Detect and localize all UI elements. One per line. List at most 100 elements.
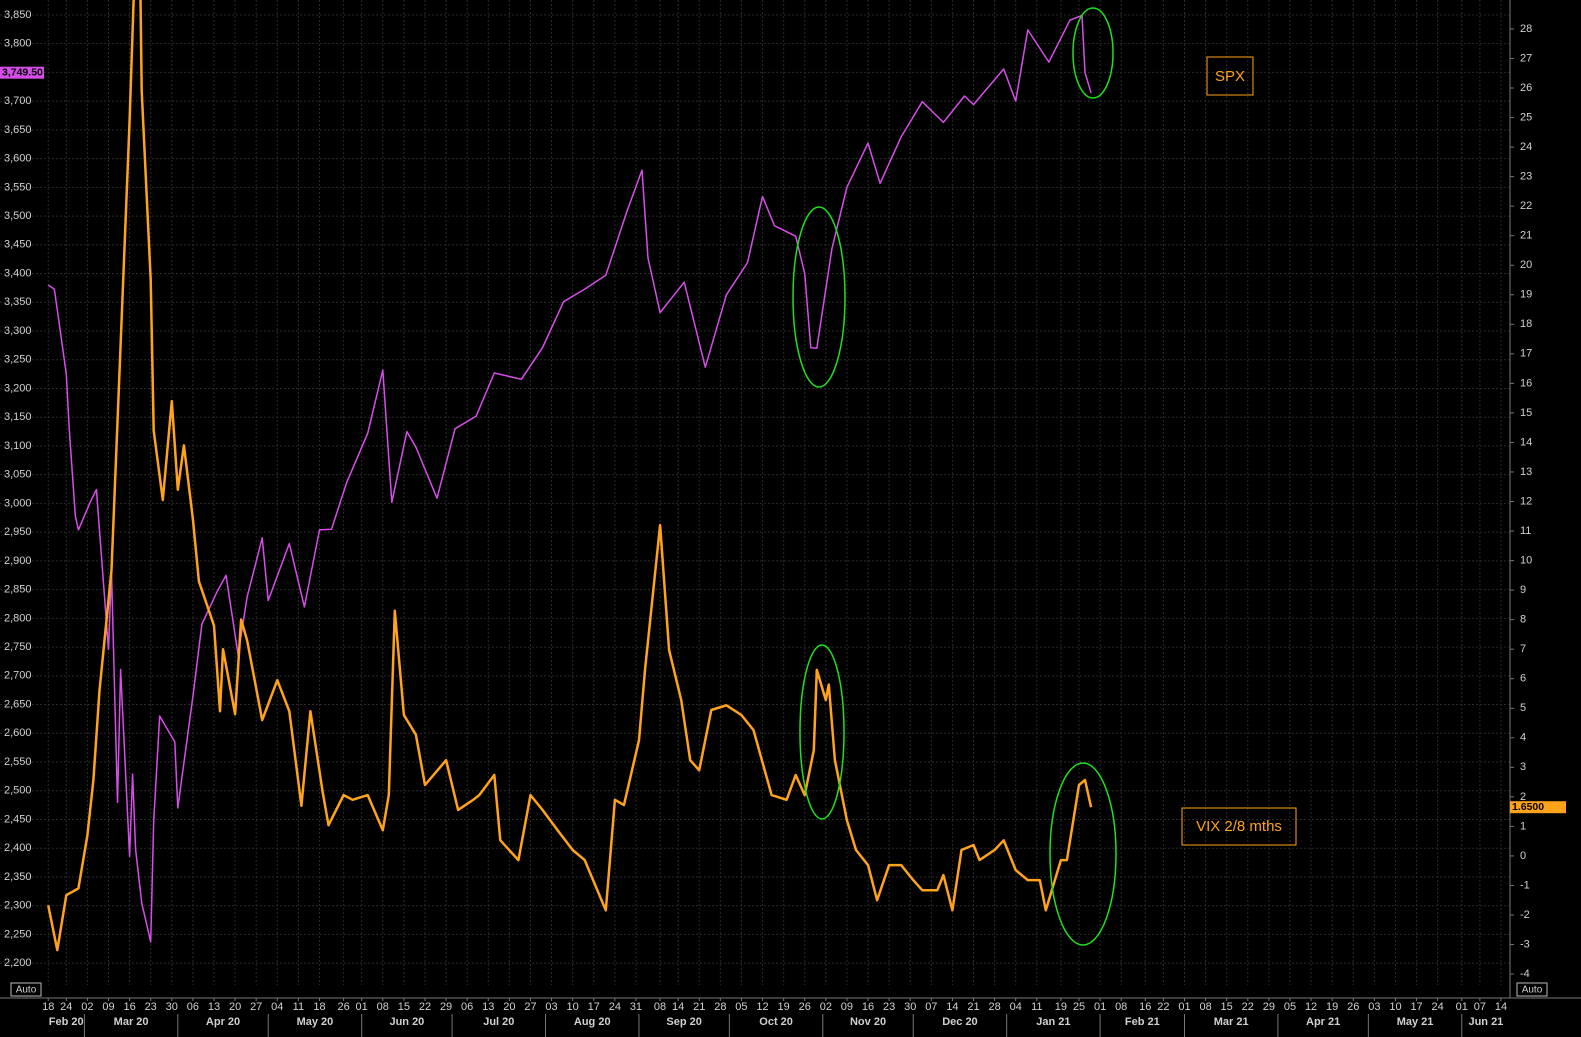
y-tick-label: 3,450 bbox=[4, 239, 32, 251]
x-tick-label: 03 bbox=[1368, 1001, 1380, 1013]
highlight-ellipse bbox=[799, 644, 845, 820]
month-label: Sep 20 bbox=[666, 1016, 701, 1028]
last-value-label: 1.6500 bbox=[1512, 801, 1544, 813]
y2-tick-label: 13 bbox=[1520, 466, 1532, 478]
y2-tick-label: 26 bbox=[1520, 82, 1532, 94]
x-tick-label: 04 bbox=[1010, 1001, 1022, 1013]
x-tick-label: 16 bbox=[862, 1001, 874, 1013]
y-tick-label: 3,800 bbox=[4, 38, 32, 50]
last-value-marker bbox=[0, 66, 44, 79]
x-tick-label: 19 bbox=[778, 1001, 790, 1013]
series-line bbox=[46, 0, 1093, 952]
auto-button[interactable] bbox=[1516, 982, 1548, 997]
x-tick-label: 24 bbox=[609, 1001, 621, 1013]
last-value-label: 3,749.50 bbox=[2, 66, 43, 78]
y2-tick-label: 17 bbox=[1520, 348, 1532, 360]
x-tick-label: 13 bbox=[208, 1001, 220, 1013]
y-tick-label: 3,550 bbox=[4, 181, 32, 193]
y2-tick-label: 10 bbox=[1520, 554, 1532, 566]
month-label: Jun 21 bbox=[1468, 1016, 1503, 1028]
x-tick-label: 24 bbox=[60, 1001, 72, 1013]
y-tick-label: 2,550 bbox=[4, 756, 32, 768]
x-tick-label: 16 bbox=[1139, 1001, 1151, 1013]
y2-tick-label: 25 bbox=[1520, 111, 1532, 123]
y-tick-label: 2,500 bbox=[4, 785, 32, 797]
x-tick-label: 23 bbox=[883, 1001, 895, 1013]
x-tick-label: 28 bbox=[714, 1001, 726, 1013]
x-tick-label: 14 bbox=[672, 1001, 684, 1013]
x-tick-label: 23 bbox=[145, 1001, 157, 1013]
y-tick-label: 3,850 bbox=[4, 9, 32, 21]
x-tick-label: 08 bbox=[1199, 1001, 1211, 1013]
y-tick-label: 2,800 bbox=[4, 612, 32, 624]
x-tick-label: 26 bbox=[337, 1001, 349, 1013]
x-tick-label: 10 bbox=[1389, 1001, 1401, 1013]
y2-tick-label: 18 bbox=[1520, 318, 1532, 330]
x-tick-label: 19 bbox=[1055, 1001, 1067, 1013]
y2-tick-label: -1 bbox=[1520, 879, 1530, 891]
x-tick-label: 30 bbox=[166, 1001, 178, 1013]
y2-tick-label: 19 bbox=[1520, 289, 1532, 301]
x-tick-label: 07 bbox=[1474, 1001, 1486, 1013]
x-tick-label: 16 bbox=[123, 1001, 135, 1013]
y-tick-label: 3,350 bbox=[4, 296, 32, 308]
auto-button[interactable] bbox=[10, 982, 42, 997]
x-tick-label: 04 bbox=[271, 1001, 283, 1013]
legend-box bbox=[1206, 56, 1254, 96]
y2-tick-label: 27 bbox=[1520, 52, 1532, 64]
x-tick-label: 09 bbox=[102, 1001, 114, 1013]
annotations: SPX VIX 2/8 mths bbox=[792, 7, 1297, 946]
month-label: Apr 20 bbox=[206, 1016, 240, 1028]
x-tick-label: 15 bbox=[398, 1001, 410, 1013]
x-tick-label: 14 bbox=[946, 1001, 958, 1013]
x-tick-label: 26 bbox=[799, 1001, 811, 1013]
x-tick-label: 21 bbox=[693, 1001, 705, 1013]
y2-tick-label: 20 bbox=[1520, 259, 1532, 271]
y2-tick-label: 15 bbox=[1520, 407, 1532, 419]
auto-button-label[interactable]: Auto bbox=[16, 985, 37, 996]
x-tick-label: 01 bbox=[1094, 1001, 1106, 1013]
y2-tick-label: 3 bbox=[1520, 761, 1526, 773]
y-tick-label: 2,600 bbox=[4, 727, 32, 739]
x-tick-label: 11 bbox=[1031, 1001, 1042, 1013]
month-label: May 20 bbox=[297, 1016, 334, 1028]
y-tick-label: 2,750 bbox=[4, 641, 32, 653]
month-label: Aug 20 bbox=[574, 1016, 611, 1028]
x-tick-label: 17 bbox=[588, 1001, 600, 1013]
month-label: Mar 21 bbox=[1214, 1016, 1249, 1028]
y-tick-label: 2,850 bbox=[4, 584, 32, 596]
x-tick-label: 01 bbox=[356, 1001, 368, 1013]
x-tick-label: 01 bbox=[1178, 1001, 1190, 1013]
x-tick-label: 31 bbox=[630, 1001, 642, 1013]
y2-tick-label: 11 bbox=[1520, 525, 1531, 537]
y-tick-label: 3,250 bbox=[4, 354, 32, 366]
month-label: Jun 20 bbox=[389, 1016, 424, 1028]
month-label: Feb 20 bbox=[49, 1016, 84, 1028]
legend-label: VIX 2/8 mths bbox=[1196, 818, 1282, 835]
auto-button-label[interactable]: Auto bbox=[1522, 985, 1543, 996]
x-tick-label: 11 bbox=[293, 1001, 304, 1013]
month-label: Mar 20 bbox=[114, 1016, 149, 1028]
month-label: May 21 bbox=[1397, 1016, 1434, 1028]
y2-tick-label: 28 bbox=[1520, 23, 1532, 35]
y2-tick-label: 14 bbox=[1520, 436, 1532, 448]
x-tick-label: 15 bbox=[1221, 1001, 1233, 1013]
x-tick-label: 05 bbox=[1284, 1001, 1296, 1013]
x-tick-label: 12 bbox=[1305, 1001, 1317, 1013]
x-tick-label: 20 bbox=[503, 1001, 515, 1013]
y2-tick-label: -3 bbox=[1520, 938, 1530, 950]
y-tick-label: 2,900 bbox=[4, 555, 32, 567]
y-tick-label: 2,350 bbox=[4, 871, 32, 883]
x-tick-label: 29 bbox=[1263, 1001, 1275, 1013]
x-tick-label: 12 bbox=[756, 1001, 768, 1013]
x-tick-label: 02 bbox=[820, 1001, 832, 1013]
y2-tick-label: 2 bbox=[1520, 791, 1526, 803]
plot-area bbox=[46, 0, 1093, 952]
x-tick-label: 22 bbox=[1242, 1001, 1254, 1013]
x-tick-label: 21 bbox=[967, 1001, 979, 1013]
x-tick-label: 06 bbox=[461, 1001, 473, 1013]
y-tick-label: 3,100 bbox=[4, 440, 32, 452]
y2-tick-label: 16 bbox=[1520, 377, 1532, 389]
legend-box bbox=[1181, 807, 1297, 846]
x-tick-label: 14 bbox=[1495, 1001, 1507, 1013]
